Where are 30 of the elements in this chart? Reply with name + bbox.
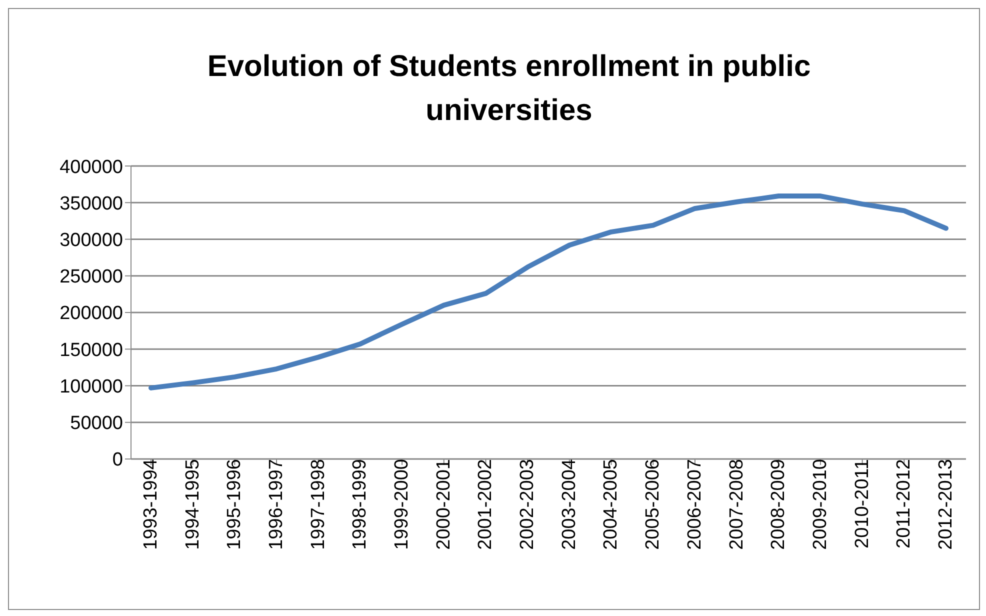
y-tick-label: 100000 xyxy=(60,376,123,398)
x-tick-label: 2003-2004 xyxy=(558,458,580,550)
x-tick-label: 2009-2010 xyxy=(810,459,831,550)
x-tick-label: 1994-1995 xyxy=(182,459,204,550)
x-tick-label: 2010-2011 xyxy=(852,459,873,548)
y-tick-label: 0 xyxy=(112,450,123,471)
x-tick-label: 1998-1999 xyxy=(350,459,371,550)
y-tick-label: 350000 xyxy=(60,193,123,214)
x-tick-label: 2005-2006 xyxy=(642,459,664,550)
x-tick-label: 1995-1996 xyxy=(224,459,246,550)
x-tick-label: 2012-2013 xyxy=(935,459,956,550)
x-tick-label: 2011-2012 xyxy=(894,459,915,548)
x-tick-label: 1996-1997 xyxy=(266,459,288,550)
y-tick-label: 150000 xyxy=(60,340,123,361)
x-tick-label: 2000-2001 xyxy=(433,459,454,550)
y-tick-label: 250000 xyxy=(60,266,123,288)
x-tick-label: 2002-2003 xyxy=(517,459,538,550)
x-tick-label: 1993-1994 xyxy=(140,458,162,550)
x-tick-label: 2008-2009 xyxy=(768,459,790,550)
x-tick-label: 2004-2005 xyxy=(600,459,622,550)
chart-title: Evolution of Students enrollment in public universities xyxy=(206,49,812,129)
x-tick-label: 2006-2007 xyxy=(684,459,706,550)
y-tick-label: 200000 xyxy=(60,303,123,324)
x-tick-label: 2001-2002 xyxy=(475,459,496,550)
y-tick-label: 400000 xyxy=(60,156,123,178)
x-tick-label: 1997-1998 xyxy=(308,459,329,550)
y-tick-label: 50000 xyxy=(70,413,123,434)
x-tick-label: 1999-2000 xyxy=(392,459,413,550)
y-tick-label: 300000 xyxy=(60,230,123,251)
x-tick-label: 2007-2008 xyxy=(726,459,748,550)
